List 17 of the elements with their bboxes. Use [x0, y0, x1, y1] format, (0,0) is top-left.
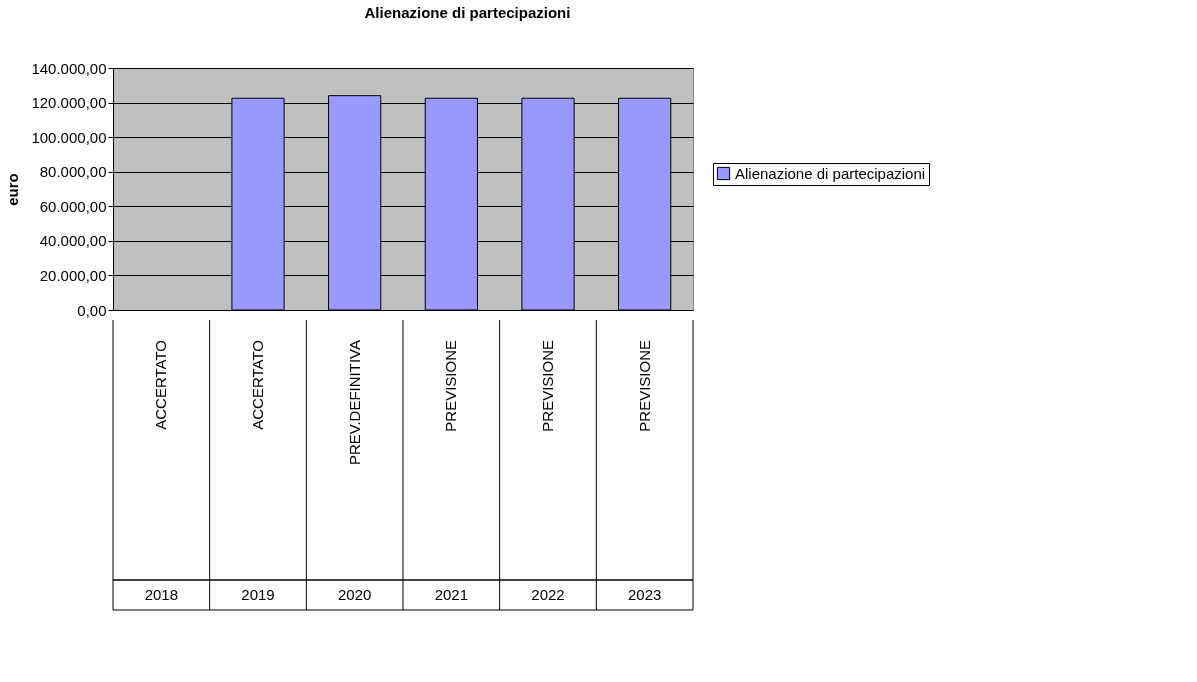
category-label: PREVISIONE 2023 [627, 340, 662, 603]
chart-title: Alienazione di partecipazioni [364, 3, 571, 21]
y-tick-label: 120.000,00 [31, 94, 107, 112]
category-label: PREVISIONE 2021 [434, 340, 469, 603]
y-axis-title: euro [4, 173, 22, 206]
y-tick-label: 80.000,00 [39, 163, 107, 181]
y-tick-label: 60.000,00 [39, 197, 107, 215]
y-tick-label: 20.000,00 [39, 266, 107, 284]
category-label: PREV.DEFINITIVA 2020 [337, 340, 372, 603]
y-tick-label: 0,00 [77, 301, 107, 319]
category-label: ACCERTATO 2019 [241, 340, 275, 603]
category-label: ACCERTATO 2018 [144, 340, 179, 603]
legend-label: Alienazione di partecipazioni [735, 164, 926, 182]
y-tick-label: 100.000,00 [31, 128, 107, 146]
y-tick-label: 40.000,00 [39, 232, 107, 250]
category-label: PREVISIONE 2022 [531, 340, 565, 603]
y-tick-label: 140.000,00 [31, 59, 107, 77]
